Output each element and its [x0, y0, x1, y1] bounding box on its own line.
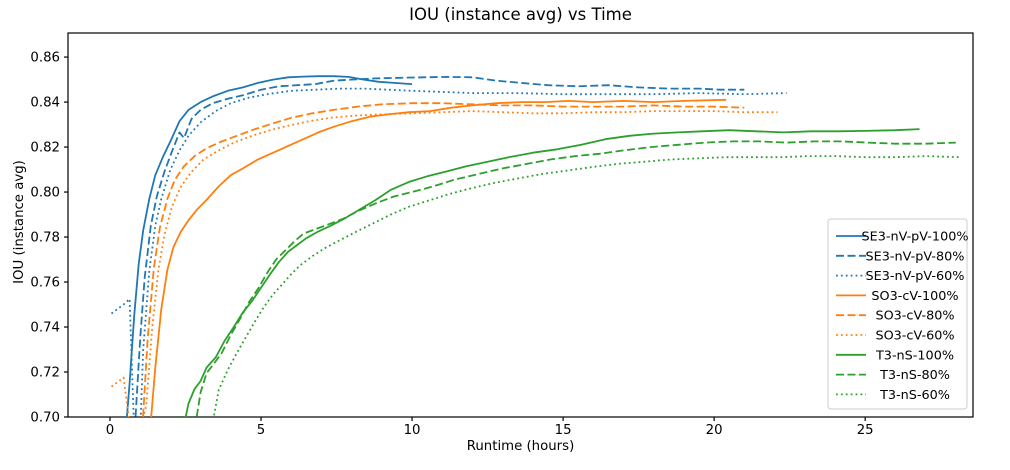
legend-label: SO3-cV-80% [875, 309, 954, 324]
legend-label: SE3-nV-pV-80% [866, 249, 965, 264]
series-line-SE3-nV-pV-100% [125, 75, 413, 417]
series-line-SO3-cV-80% [142, 102, 745, 417]
series-line-SE3-nV-pV-60% [110, 87, 787, 417]
y-tick-label: 0.78 [30, 231, 60, 246]
y-tick-label: 0.72 [30, 366, 60, 381]
series-line-T3-nS-60% [212, 155, 959, 417]
y-tick-label: 0.76 [30, 276, 60, 291]
x-tick-label: 25 [857, 423, 874, 438]
legend-label: SE3-nV-pV-100% [861, 230, 968, 245]
series-line-SO3-cV-60% [110, 110, 778, 417]
x-tick-label: 15 [555, 423, 572, 438]
legend-box [827, 218, 968, 410]
chart-title: IOU (instance avg) vs Time [409, 5, 632, 24]
x-tick-label: 20 [706, 423, 723, 438]
x-tick-label: 0 [106, 423, 114, 438]
x-tick-label: 5 [257, 423, 265, 438]
y-tick-label: 0.84 [30, 96, 60, 111]
y-tick-label: 0.86 [30, 51, 60, 66]
plot-spines [67, 32, 974, 418]
legend-label: SO3-cV-100% [871, 289, 958, 304]
y-axis-label: IOU (instance avg) [12, 160, 27, 284]
y-tick-label: 0.82 [30, 141, 60, 156]
x-axis-label: Runtime (hours) [466, 439, 575, 454]
y-tick-label: 0.70 [30, 411, 60, 426]
y-tick-label: 0.74 [30, 321, 60, 336]
y-tick-label: 0.80 [30, 186, 60, 201]
legend-label: T3-nS-100% [875, 348, 954, 363]
legend-label: T3-nS-60% [879, 388, 950, 403]
legend-label: SE3-nV-pV-60% [866, 269, 965, 284]
series-line-T3-nS-100% [184, 128, 920, 417]
x-tick-label: 10 [404, 423, 421, 438]
legend-label: T3-nS-80% [879, 368, 950, 383]
series-line-SE3-nV-pV-80% [134, 76, 745, 417]
series-line-SO3-cV-100% [150, 98, 727, 417]
legend-label: SO3-cV-60% [875, 329, 954, 344]
